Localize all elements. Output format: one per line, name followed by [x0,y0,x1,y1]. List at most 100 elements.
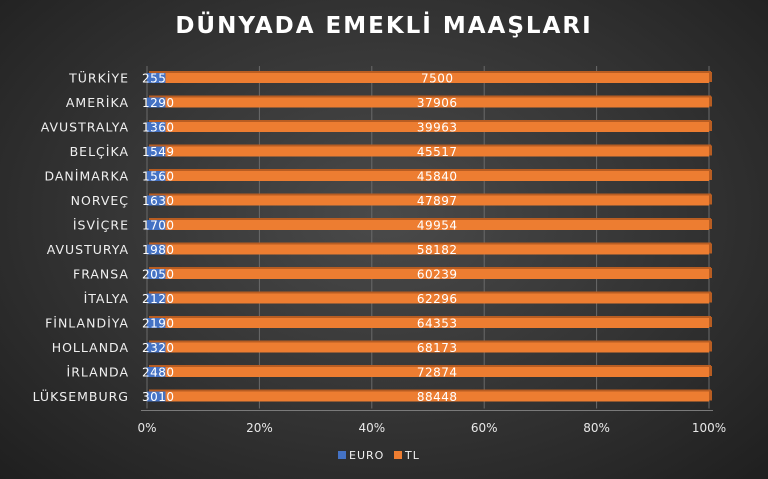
bar-top-face [149,267,711,269]
category-label: AMERİKA [66,95,129,110]
data-label-euro: 2320 [142,341,175,355]
bar-top-face [149,169,711,171]
bar-euro [147,293,166,304]
bar-end-face [709,194,712,205]
data-label-tl: 64353 [417,317,458,331]
category-label: FİNLANDİYA [45,316,129,331]
bar-euro [147,367,166,377]
bar-euro [147,342,166,353]
bar-tl [165,171,709,181]
category-label: BELÇİKA [70,144,129,159]
bar-tl [165,195,710,206]
bar-end-face [709,121,712,131]
data-label-euro: 3010 [142,390,175,404]
data-label-tl: 62296 [417,292,458,306]
data-label-euro: 1630 [142,194,175,208]
category-label: AVUSTRALYA [41,120,129,135]
bar-tl [165,367,710,377]
bar-tl [165,122,710,132]
legend: EURO TL [338,449,420,462]
x-tick-label: 40% [358,421,385,435]
bar-tl [165,318,709,328]
bar-tl [165,244,709,255]
x-tick-label: 100% [692,421,726,435]
bar-euro [147,318,166,328]
chart-title: DÜNYADA EMEKLİ MAAŞLARI [175,11,592,39]
data-label-tl: 60239 [417,268,458,282]
data-label-tl: 7500 [421,72,454,86]
bar-end-face [709,170,712,180]
bar-euro [147,195,166,206]
data-label-tl: 72874 [417,366,458,380]
data-label-euro: 2480 [142,366,175,380]
bar-tl [165,293,709,304]
bar-top-face [149,389,711,392]
bar-end-face [709,366,712,376]
legend-label: TL [404,449,420,462]
category-label: AVUSTURYA [47,242,129,257]
bar-end-face [709,72,712,82]
data-label-euro: 255 [142,72,166,86]
category-label: NORVEÇ [71,193,129,208]
bar-tl [165,269,710,279]
legend-swatch [394,451,402,459]
category-label: DANİMARKA [44,169,129,184]
bar-top-face [149,340,711,343]
bar-top-face [149,120,711,122]
x-tick-label: 80% [583,421,610,435]
data-label-euro: 1549 [142,145,175,159]
legend-label: EURO [349,449,384,462]
bar-end-face [709,96,712,107]
bar-end-face [709,219,712,229]
bar-euro [147,122,166,132]
bar-top-face [149,242,711,245]
bar-tl [165,97,709,108]
bar-tl [165,342,709,353]
data-label-tl: 37906 [417,96,458,110]
data-label-tl: 45517 [417,145,458,159]
bar-end-face [709,292,712,303]
bar-tl [165,146,710,157]
data-label-euro: 1700 [142,219,175,233]
x-tick-label: 60% [471,421,498,435]
category-label: İRLANDA [67,365,129,380]
data-label-tl: 47897 [417,194,458,208]
category-label: FRANSA [73,267,129,282]
data-labels: 255 7500 1290 37906 1360 39963 1549 45517 1560 45… [142,72,458,405]
data-label-euro: 2050 [142,268,175,282]
bar-top-face [149,316,711,318]
x-tick-label: 0% [137,421,156,435]
bar-euro [147,220,166,230]
bar-end-face [709,243,712,254]
bar-tl [165,391,709,402]
bar-euro [147,244,166,255]
data-label-euro: 1980 [142,243,175,257]
bar-end-face [709,145,712,156]
category-labels: TÜRKİYE AMERİKA AVUSTRALYA BELÇİKA DANİMARKA… [33,70,129,405]
grid-lines [141,66,713,411]
bar-euro [147,391,166,402]
data-label-tl: 68173 [417,341,458,355]
bar-euro [147,171,166,181]
category-label: İTALYA [84,291,129,306]
bar-tl [165,220,709,230]
bar-tl [165,73,710,83]
legend-swatch [338,451,346,459]
x-tick-label: 20% [246,421,273,435]
data-label-euro: 2120 [142,292,175,306]
bar-top-face [149,193,711,196]
category-label: TÜRKİYE [68,70,129,86]
x-axis-ticks: 0% 20% 40% 60% 80% 100% [137,421,726,435]
data-label-euro: 1360 [142,121,175,135]
bar-euro [147,73,166,83]
category-label: LÜKSEMBURG [33,388,129,404]
data-label-tl: 88448 [417,390,458,404]
bars [147,71,712,402]
bar-end-face [709,317,712,327]
bar-end-face [709,268,712,278]
bar-end-face [709,341,712,352]
category-label: İSVİÇRE [73,218,129,233]
bar-top-face [149,218,711,220]
bar-euro [147,269,166,279]
